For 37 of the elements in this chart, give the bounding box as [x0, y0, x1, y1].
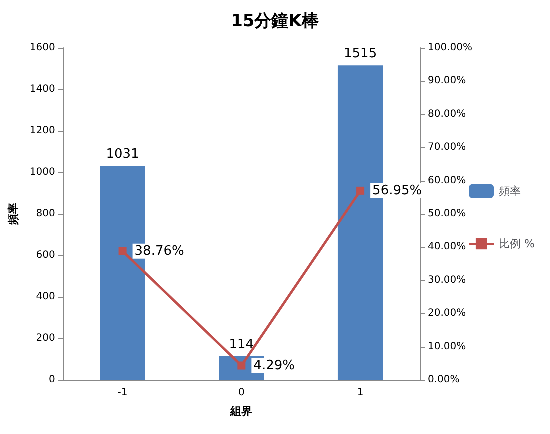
- data-label: 114: [229, 337, 254, 352]
- y2-tick-label: 70.00%: [428, 142, 466, 154]
- y2-tick-label: 50.00%: [428, 208, 466, 220]
- data-label: 1515: [344, 46, 378, 62]
- y-tick-label: 1600: [30, 42, 56, 54]
- legend-label: 頻率: [499, 184, 522, 198]
- y2-tick-label: 20.00%: [428, 308, 466, 320]
- x-tick-label: -1: [118, 388, 128, 398]
- y-tick-label: 600: [36, 250, 56, 261]
- y2-tick-label: 100.00%: [428, 42, 472, 54]
- y2-tick-label: 90.00%: [428, 76, 466, 87]
- x-tick-label: 0: [238, 388, 245, 398]
- y-tick-label: 800: [36, 208, 56, 220]
- y-tick-label: 1200: [30, 126, 56, 136]
- y-tick-label: 1400: [30, 84, 56, 95]
- data-label: 38.76%: [134, 244, 184, 259]
- y2-tick-label: 0.00%: [428, 374, 460, 386]
- y2-tick-label: 80.00%: [428, 108, 466, 120]
- chart-title: 15分鐘K棒: [231, 12, 320, 32]
- data-label: 4.29%: [254, 358, 295, 374]
- y-axis-title: 頻率: [7, 203, 20, 226]
- y2-tick-label: 10.00%: [428, 341, 466, 352]
- x-tick-label: 1: [357, 388, 364, 398]
- point: [356, 186, 365, 195]
- data-label: 1031: [106, 147, 140, 162]
- data-label: 56.95%: [372, 183, 422, 198]
- x-axis-title: 組界: [230, 405, 253, 418]
- point: [238, 362, 246, 370]
- legend-label: 比例 %: [499, 238, 536, 250]
- y2-tick-label: 40.00%: [428, 242, 466, 253]
- point: [118, 247, 127, 256]
- y-tick-label: 0: [48, 374, 56, 386]
- y2-tick-label: 60.00%: [428, 175, 466, 186]
- y-tick-label: 1000: [30, 167, 56, 178]
- y-tick-label: 400: [36, 292, 56, 302]
- y2-tick-label: 30.00%: [428, 274, 466, 286]
- y-tick-label: 200: [36, 333, 56, 344]
